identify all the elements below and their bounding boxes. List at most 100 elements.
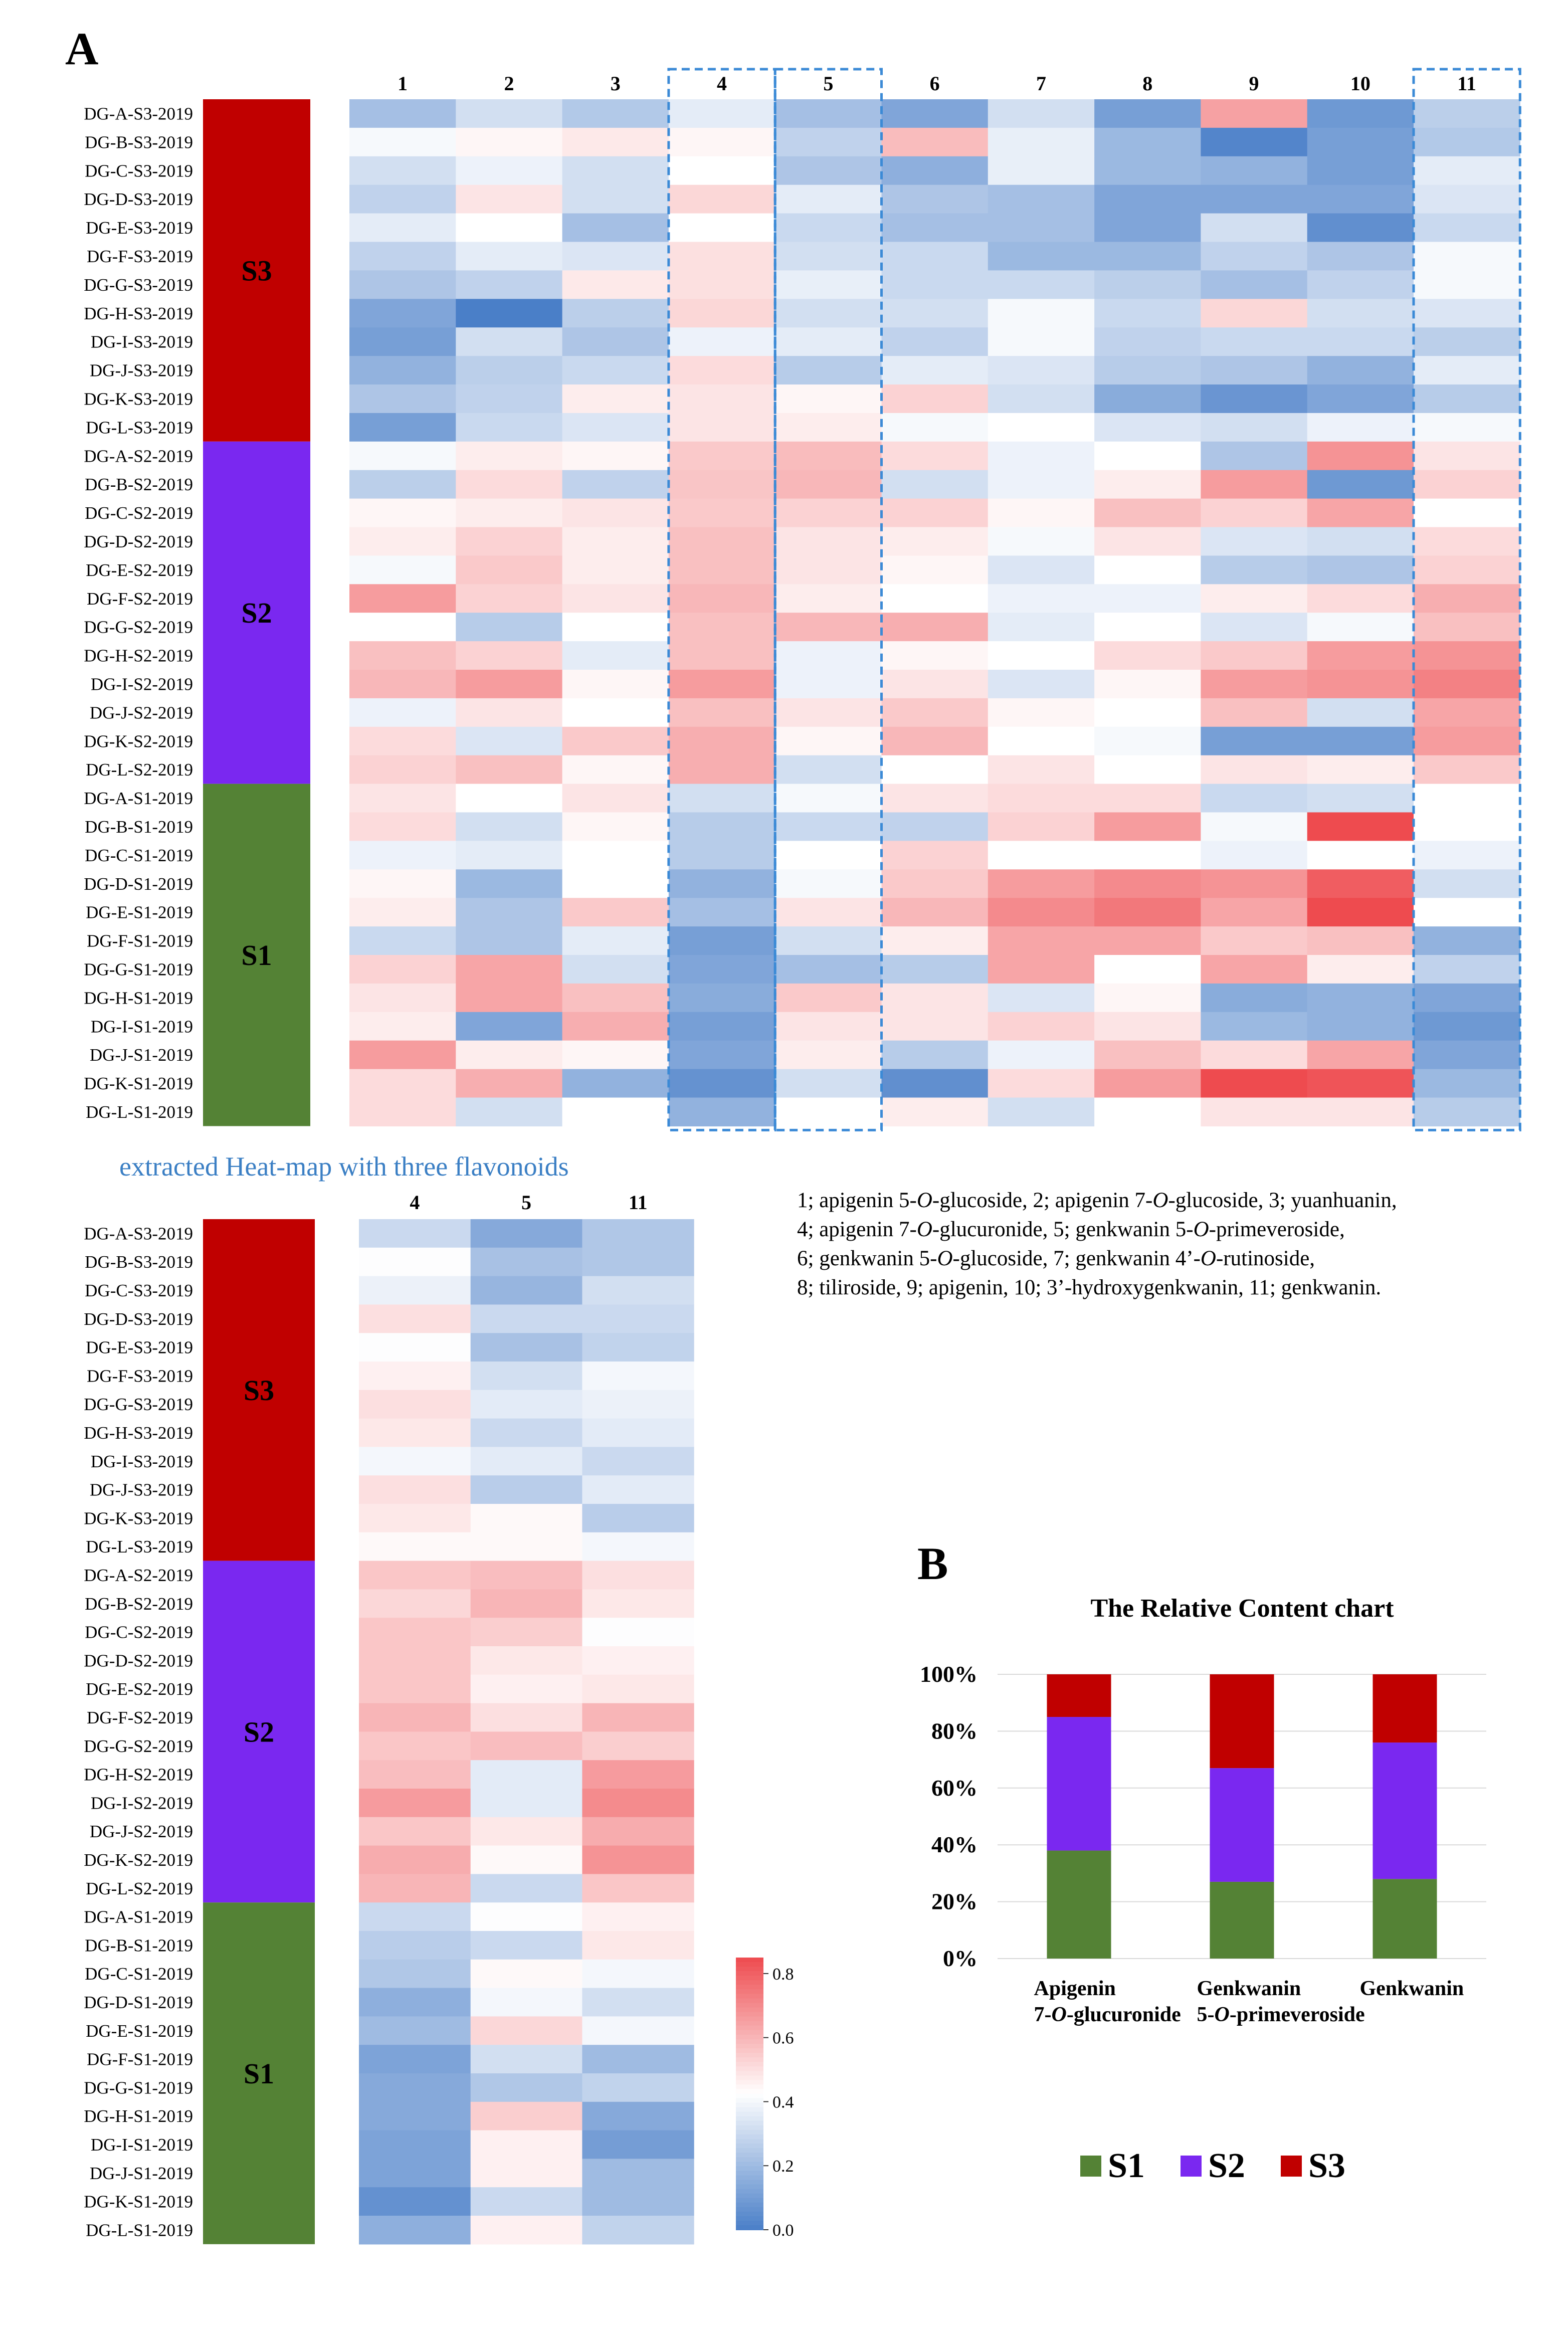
heatmap-cell <box>988 869 1095 898</box>
heatmap-cell <box>359 1276 471 1305</box>
heatmap-cell <box>470 1845 582 1874</box>
heatmap-cell <box>349 555 456 585</box>
colorbar-segment <box>736 2166 763 2172</box>
heatmap-cell <box>881 1040 989 1070</box>
heatmap-cell <box>668 498 775 528</box>
heatmap-cell <box>349 784 456 813</box>
heatmap-cell <box>582 1447 694 1476</box>
colorbar-segment <box>736 2034 763 2040</box>
y-tick-label: 60% <box>931 1775 977 1801</box>
heatmap-cell <box>349 470 456 499</box>
heatmap-cell <box>1414 1040 1520 1070</box>
heatmap-cell <box>1307 213 1414 243</box>
heatmap-cell <box>562 841 669 870</box>
heatmap-cell <box>456 641 563 670</box>
heatmap-cell <box>668 755 775 785</box>
row-label: DG-I-S3-2019 <box>91 1452 193 1471</box>
heatmap-cell <box>456 127 563 157</box>
heatmap-cell <box>349 384 456 414</box>
heatmap-cell <box>1307 527 1414 556</box>
heatmap-cell <box>1201 384 1308 414</box>
heatmap-cell <box>1094 555 1201 585</box>
heatmap-cell <box>1414 869 1520 898</box>
heatmap-cell <box>562 127 669 157</box>
heatmap-cell <box>775 327 882 356</box>
heatmap-cell <box>881 127 989 157</box>
group-label-S2: S2 <box>241 597 272 629</box>
heatmap-cell <box>470 1931 582 1960</box>
heatmap-cell <box>1201 441 1308 471</box>
heatmap-cell <box>668 613 775 642</box>
heatmap-cell <box>359 1219 471 1248</box>
heatmap-cell <box>881 356 989 385</box>
heatmap-cell <box>470 2045 582 2074</box>
heatmap-cell <box>359 1247 471 1277</box>
heatmap-cell <box>668 356 775 385</box>
heatmap-cell <box>881 99 989 128</box>
heatmap-cell <box>470 2159 582 2188</box>
heatmap-cell <box>1201 613 1308 642</box>
heatmap-cell <box>881 955 989 984</box>
heatmap-cell <box>1201 841 1308 870</box>
heatmap-cell <box>349 527 456 556</box>
heatmap-cell <box>582 1504 694 1533</box>
heatmap-cell <box>775 841 882 870</box>
heatmap-cell <box>1201 127 1308 157</box>
heatmap-cell <box>456 1097 563 1126</box>
heatmap-cell <box>1201 1040 1308 1070</box>
heatmap-cell <box>456 898 563 927</box>
heatmap-cell <box>582 2159 694 2188</box>
heatmap-cell <box>1201 327 1308 356</box>
colorbar-segment <box>736 2220 763 2226</box>
row-label: DG-D-S3-2019 <box>84 1309 193 1329</box>
heatmap-cell <box>881 498 989 528</box>
legend-label-S3: S3 <box>1308 2147 1345 2185</box>
heatmap-cell <box>582 1817 694 1846</box>
heatmap-cell <box>988 242 1095 271</box>
heatmap-cell <box>1201 641 1308 670</box>
bar-segment-S3 <box>1047 1674 1111 1717</box>
heatmap-cell <box>668 156 775 185</box>
heatmap-cell <box>1201 812 1308 841</box>
heatmap-cell <box>1201 784 1308 813</box>
heatmap-cell <box>562 99 669 128</box>
colorbar-segment <box>736 2111 763 2117</box>
row-label: DG-G-S1-2019 <box>84 2078 193 2097</box>
heatmap-cell <box>1414 127 1520 157</box>
heatmap-cell <box>562 641 669 670</box>
group-bar-S1 <box>203 784 310 1126</box>
compound-key-line: 4; apigenin 7-O-glucuronide, 5; genkwani… <box>797 1218 1345 1241</box>
heatmap-cell <box>456 441 563 471</box>
colorbar-tick-label: 0.6 <box>772 2029 794 2048</box>
heatmap-cell <box>470 1333 582 1362</box>
heatmap-cell <box>988 812 1095 841</box>
heatmap-cell <box>1307 726 1414 756</box>
heatmap-cell <box>562 926 669 955</box>
heatmap-cell <box>349 99 456 128</box>
heatmap-cell <box>775 498 882 528</box>
heatmap-cell <box>1307 384 1414 414</box>
heatmap-cell <box>1094 213 1201 243</box>
heatmap-cell <box>1094 841 1201 870</box>
heatmap-cell <box>456 1040 563 1070</box>
heatmap-cell <box>1201 184 1308 214</box>
row-label: DG-K-S3-2019 <box>84 1508 193 1528</box>
x-tick-label: Genkwanin <box>1360 1977 1464 2000</box>
heatmap-cell <box>775 613 882 642</box>
row-label: DG-H-S3-2019 <box>84 304 193 323</box>
heatmap-cell <box>359 1418 471 1447</box>
column-label: 11 <box>1457 72 1476 95</box>
heatmap-cell <box>349 127 456 157</box>
heatmap-cell <box>1201 670 1308 699</box>
heatmap-cell <box>1414 1097 1520 1126</box>
heatmap-cell <box>775 1040 882 1070</box>
heatmap-cell <box>881 869 989 898</box>
heatmap-cell <box>775 1012 882 1041</box>
heatmap-cell <box>1307 1040 1414 1070</box>
heatmap-cell <box>1094 869 1201 898</box>
heatmap-cell <box>881 413 989 442</box>
heatmap-cell <box>988 1012 1095 1041</box>
heatmap-cell <box>1094 441 1201 471</box>
heatmap-cell <box>988 213 1095 243</box>
heatmap-cell <box>349 498 456 528</box>
